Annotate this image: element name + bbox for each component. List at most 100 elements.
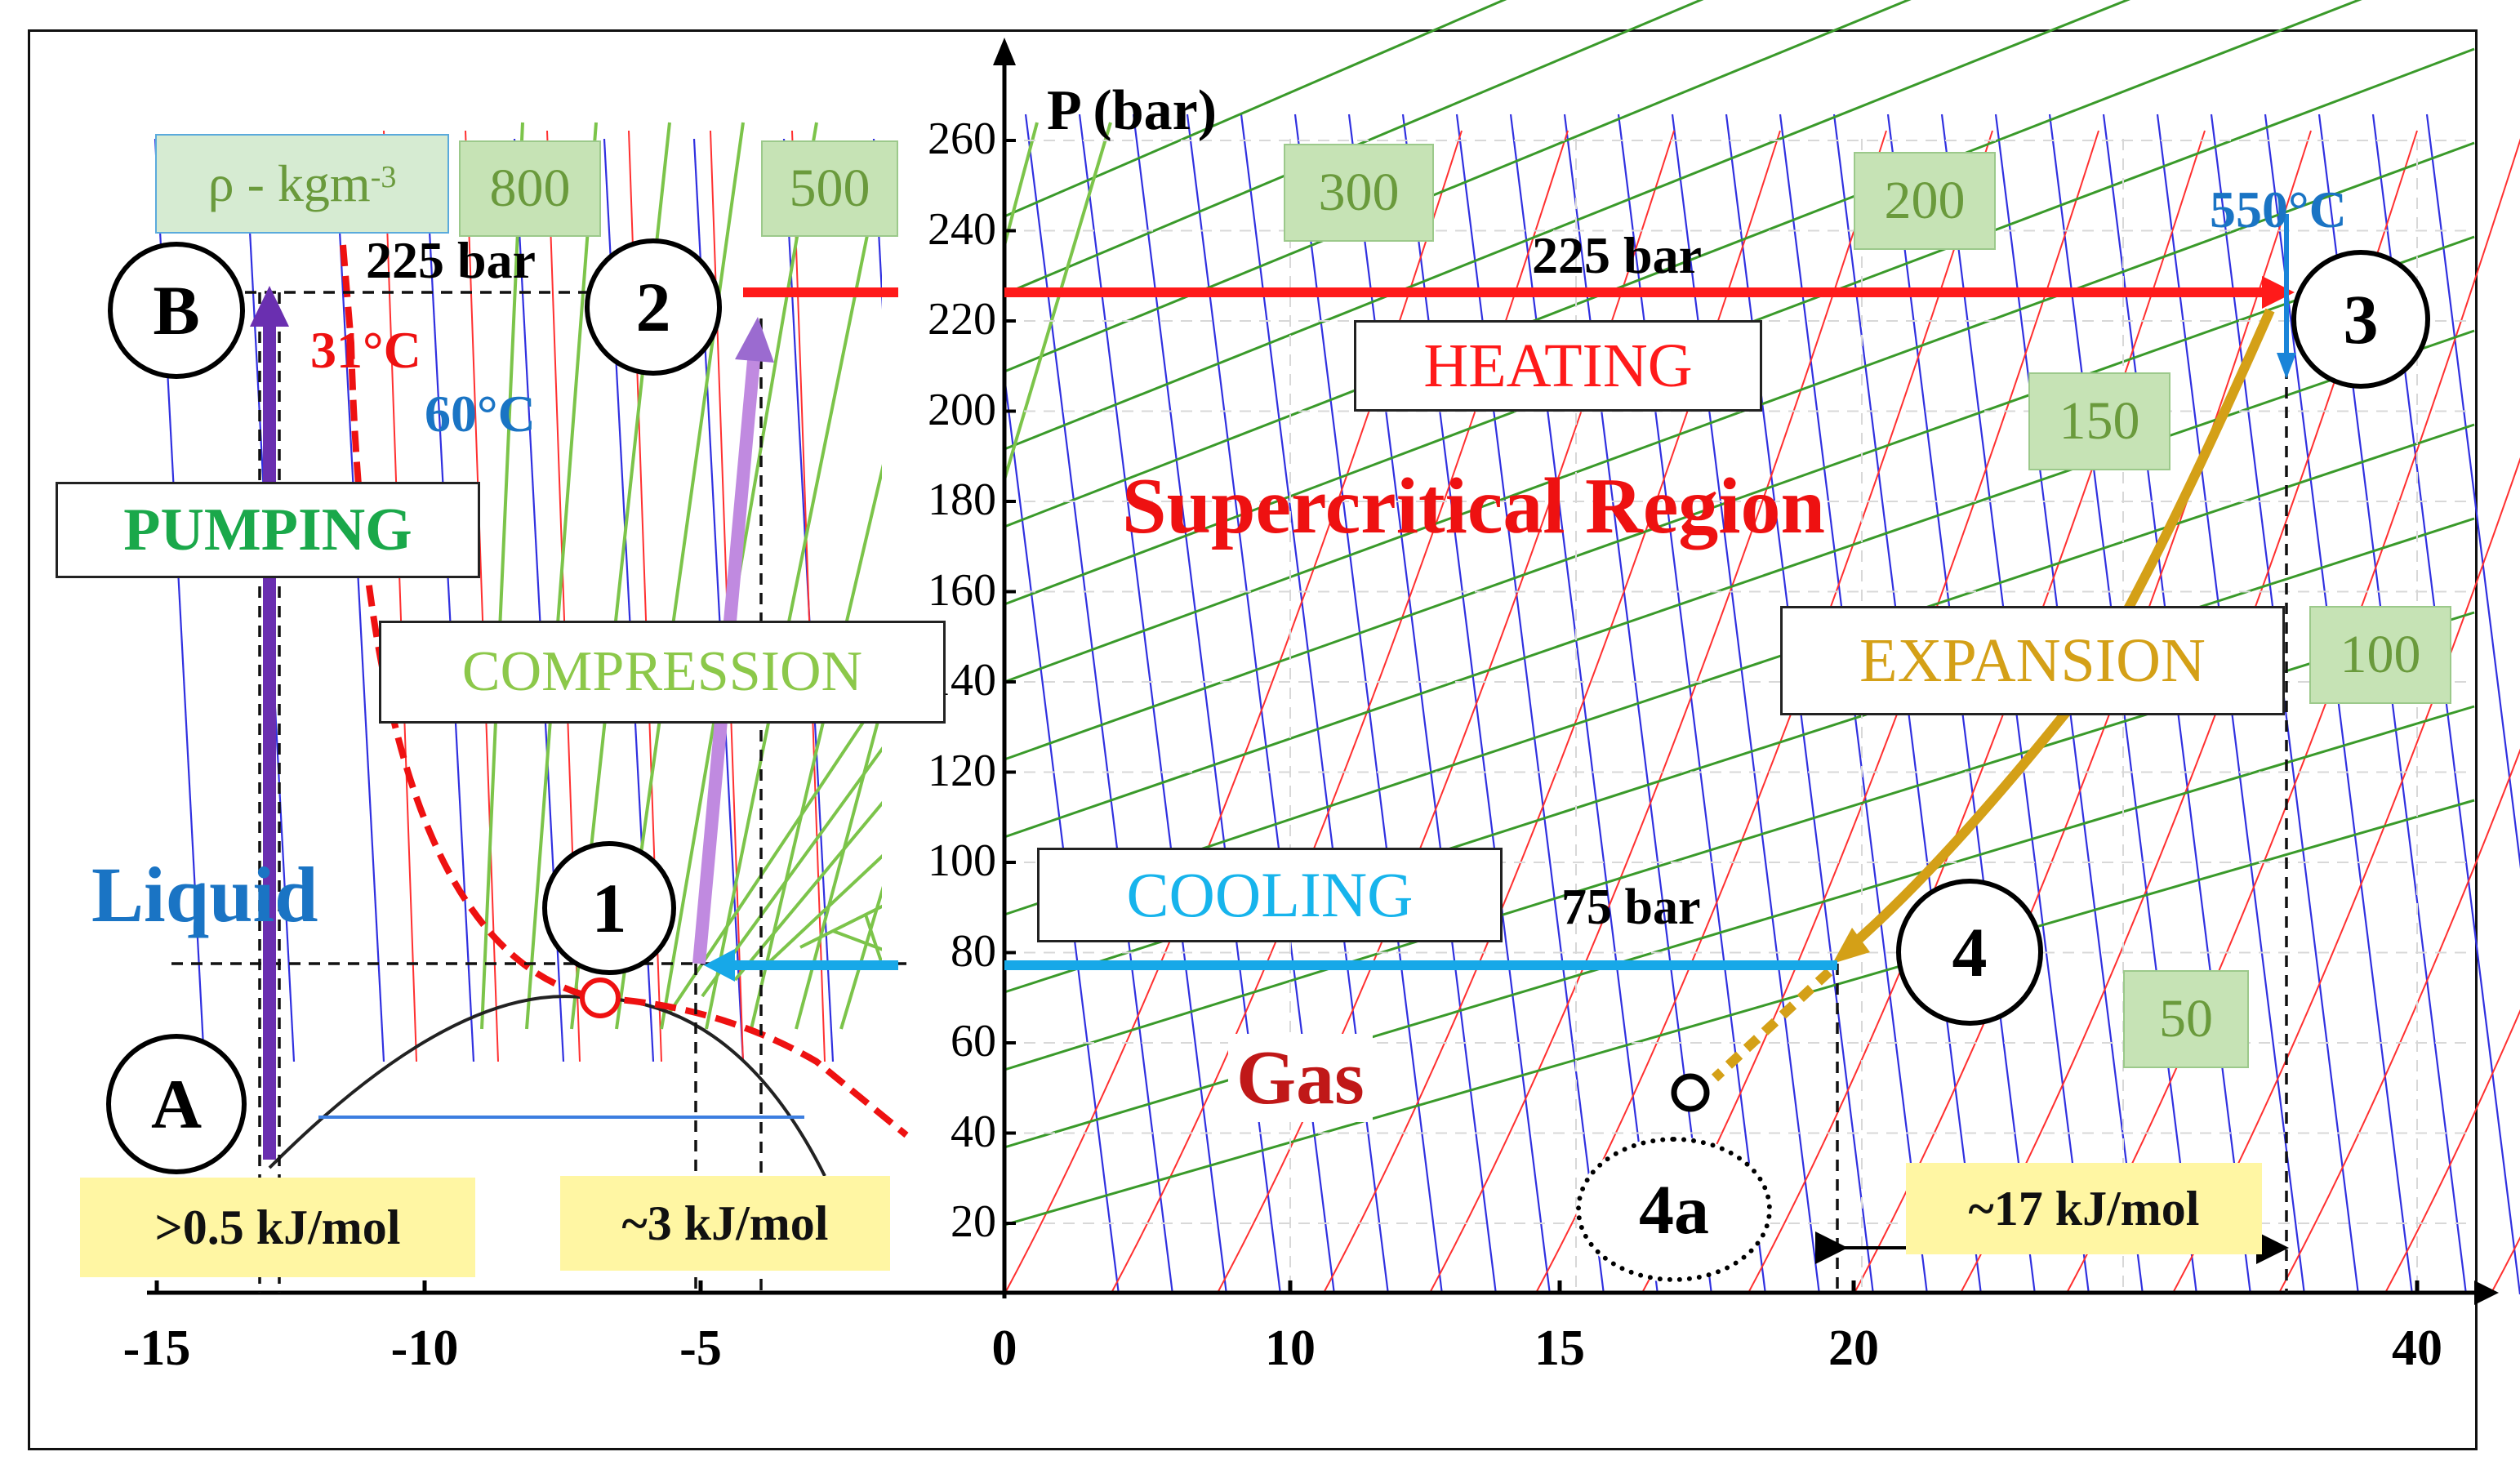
temp-550: 550°C — [2210, 180, 2347, 238]
heating-arrowhead — [2262, 276, 2295, 309]
y-tick-label: 20 — [951, 1196, 996, 1247]
state-4a-marker — [1671, 1073, 1710, 1112]
x-tick-label: 0 — [991, 1320, 1017, 1376]
pressure-225-left: 225 bar — [366, 231, 536, 289]
isotherm-line — [1322, 130, 1781, 1295]
density-label-200: 200 — [1854, 152, 1996, 250]
temp-31: 31°C — [310, 321, 421, 379]
density-line — [1004, 423, 2475, 916]
cooling-label: COOLING — [1037, 848, 1503, 942]
density-label-500: 500 — [761, 140, 898, 237]
state-3: 3 — [2291, 250, 2430, 389]
y-tick-label: 180 — [928, 474, 996, 525]
y-tick-label: 260 — [928, 114, 996, 164]
isentrope-line — [2425, 114, 2520, 870]
isotherm-line — [1428, 130, 1887, 1295]
density-label-300: 300 — [1284, 144, 1434, 242]
energy-heating: ~17 kJ/mol — [1906, 1163, 2262, 1254]
critical-isotherm — [340, 244, 909, 1138]
energy-pump: >0.5 kJ/mol — [80, 1178, 475, 1277]
x-tick-label: -10 — [390, 1320, 459, 1376]
state-2: 2 — [585, 238, 722, 376]
density-line — [1004, 0, 1704, 296]
density-header: ρ - kgm -3 — [155, 134, 449, 234]
density-line — [1004, 0, 1507, 218]
temp-60: 60°C — [425, 385, 536, 443]
x-tick-label: 40 — [2392, 1320, 2442, 1376]
density-line — [1004, 235, 2475, 761]
density-line — [766, 839, 900, 965]
gas-region-label: Gas — [1228, 1034, 1373, 1122]
density-header-sup: -3 — [370, 160, 397, 194]
isentrope-line — [1293, 114, 1444, 1295]
critical-point — [580, 978, 621, 1018]
density-line — [1004, 0, 2131, 451]
y-tick-label: 160 — [928, 564, 996, 616]
temp-550-arrowhead — [2277, 353, 2296, 379]
isentrope-line — [2264, 114, 2414, 1295]
compression-arrowhead — [735, 317, 774, 363]
pumping-label: PUMPING — [56, 482, 480, 578]
state-1: 1 — [542, 841, 676, 975]
density-label-150: 150 — [2028, 372, 2170, 470]
isentrope-line — [1347, 114, 1498, 1295]
density-line — [1004, 0, 2362, 528]
x-tick-label: 10 — [1265, 1320, 1316, 1376]
density-line — [668, 668, 900, 1014]
axes — [147, 38, 2499, 1305]
density-line — [1004, 799, 2475, 1227]
state-A: A — [106, 1034, 247, 1174]
y-tick-label: 220 — [928, 294, 996, 345]
isotherm-line — [383, 130, 417, 1062]
y-axis-arrow — [993, 38, 1016, 65]
expansion-label: EXPANSION — [1780, 606, 2285, 715]
density-label-800: 800 — [459, 140, 601, 237]
density-line — [1004, 0, 1912, 373]
isentrope-line — [1617, 114, 1767, 1295]
isentrope-line — [2210, 114, 2360, 1295]
pressure-225-right: 225 bar — [1532, 226, 1702, 284]
y-tick-label: 100 — [928, 835, 996, 886]
figure-frame — [28, 29, 2478, 1450]
liquid-region-label: Liquid — [91, 851, 318, 938]
cooling-arrowhead — [704, 949, 735, 982]
isotherm-line — [465, 130, 499, 1062]
state-B: B — [108, 242, 245, 379]
density-line — [1004, 329, 2475, 839]
y-tick-label: 200 — [928, 384, 996, 435]
y-tick-label: 60 — [951, 1016, 996, 1067]
density-label-50: 50 — [2123, 970, 2249, 1068]
x-tick-label: 15 — [1534, 1320, 1585, 1376]
isentrope-line — [1671, 114, 1821, 1295]
density-line — [525, 122, 598, 1030]
x-tick-label: -15 — [122, 1320, 191, 1376]
y-tick-label: 80 — [951, 925, 996, 977]
isentrope-line — [1455, 114, 1605, 1295]
expansion-dotted — [1711, 968, 1833, 1082]
y-tick-label: 120 — [928, 745, 996, 796]
state-4: 4 — [1896, 879, 2043, 1026]
isotherm-line — [2384, 1009, 2520, 1295]
x-tick-label: 20 — [1828, 1320, 1879, 1376]
cycle-processes — [171, 214, 2296, 1293]
y-axis-title: P (bar) — [1047, 79, 1218, 142]
expansion-arrowhead — [1832, 928, 1870, 964]
density-line — [705, 122, 892, 1030]
compression-label: COMPRESSION — [379, 621, 946, 724]
isentrope-line — [1509, 114, 1659, 1295]
y-tick-label: 240 — [928, 203, 996, 255]
isotherm-line — [791, 130, 826, 1062]
pumping-arrowhead — [250, 286, 289, 327]
isotherm-line — [2277, 748, 2520, 1295]
x-tick-label: -5 — [679, 1320, 722, 1376]
isentrope-line — [1078, 114, 1228, 1295]
isotherm-line — [1747, 130, 2206, 1295]
state-4a: 4a — [1576, 1137, 1772, 1282]
isotherm-line — [2490, 1236, 2520, 1295]
heating-label: HEATING — [1354, 320, 1762, 412]
pressure-75: 75 bar — [1561, 880, 1701, 935]
x-axis-arrow — [2474, 1280, 2499, 1305]
density-label-100: 100 — [2309, 606, 2451, 704]
y-tick-label: 40 — [951, 1106, 996, 1157]
supercritical-region-label: Supercritical Region — [1122, 462, 1826, 550]
